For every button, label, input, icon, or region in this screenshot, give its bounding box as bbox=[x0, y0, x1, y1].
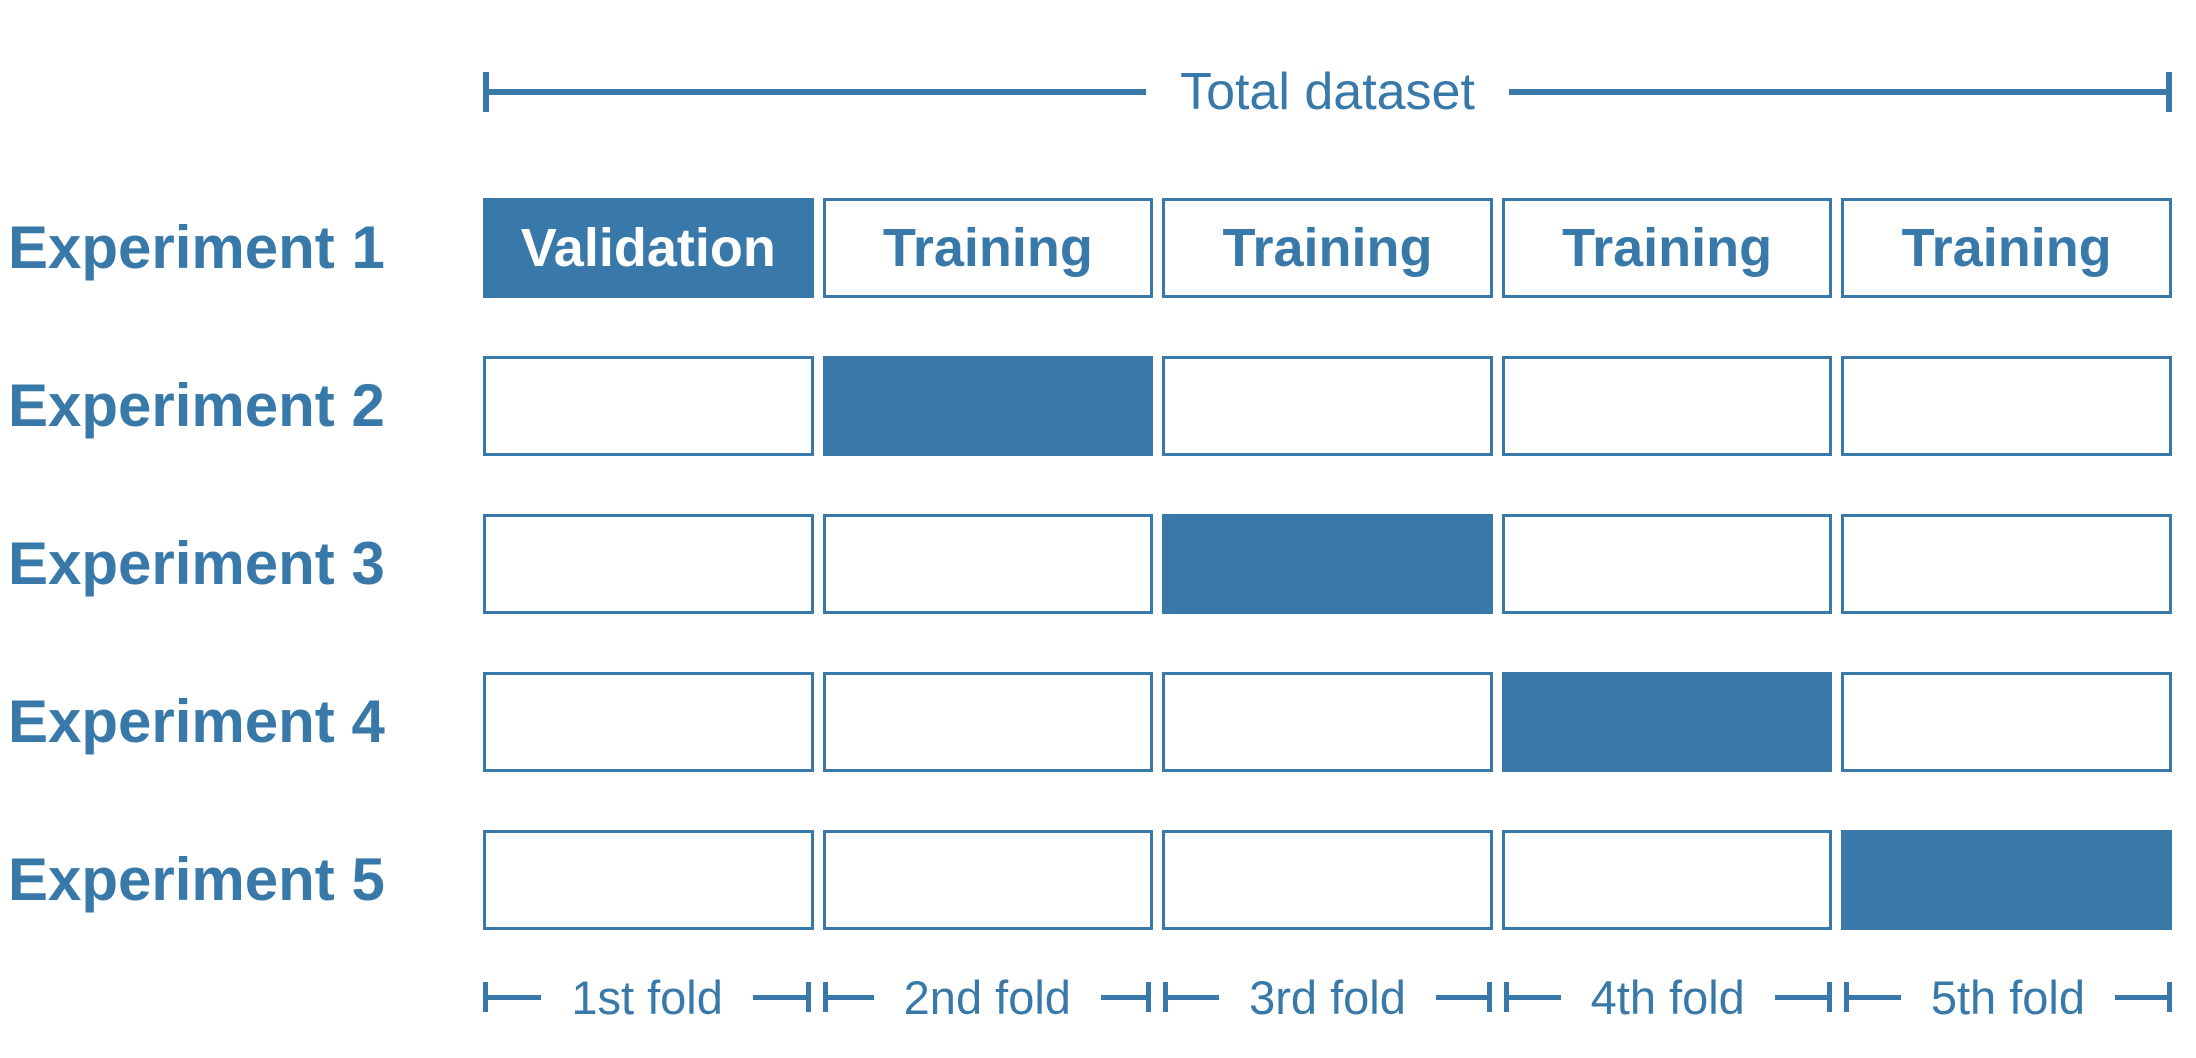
fold-cells bbox=[483, 672, 2172, 772]
fold-right-line bbox=[1774, 994, 1827, 1000]
validation-cell bbox=[822, 356, 1154, 456]
fold-brackets: 1st fold 2nd fold 3rd fold 4th fold 5th fold bbox=[483, 969, 2173, 1025]
training-cell bbox=[1501, 514, 1833, 614]
fold-cells: Validation Training Training Training Traini… bbox=[483, 198, 2172, 298]
fold-label: 5th fold bbox=[1930, 970, 2086, 1024]
fold-cells bbox=[483, 830, 2172, 930]
training-cell bbox=[1841, 514, 2172, 614]
training-cell bbox=[1501, 830, 1833, 930]
fold-left-line bbox=[828, 994, 874, 1000]
fold-left-line bbox=[1508, 994, 1561, 1000]
fold-label: 1st fold bbox=[571, 970, 723, 1024]
training-cell bbox=[822, 514, 1154, 614]
experiment-label: Experiment 3 bbox=[8, 530, 385, 597]
experiment-label: Experiment 4 bbox=[8, 688, 385, 755]
fold-bracket: 3rd fold bbox=[1163, 969, 1492, 1025]
training-cell: Training bbox=[1841, 198, 2172, 298]
experiment-row: Experiment 5 bbox=[0, 830, 2196, 930]
total-dataset-label: Total dataset bbox=[1180, 63, 1475, 121]
bracket-right-line bbox=[1508, 89, 2166, 95]
training-cell bbox=[1501, 356, 1833, 456]
experiment-rows: Experiment 1 Validation Training Training Tr… bbox=[0, 198, 2196, 988]
bracket-left-line bbox=[489, 89, 1147, 95]
training-cell bbox=[1841, 672, 2172, 772]
experiment-label: Experiment 5 bbox=[8, 846, 385, 913]
validation-cell bbox=[1162, 514, 1493, 614]
experiment-label: Experiment 1 bbox=[8, 214, 385, 281]
training-cell bbox=[1162, 672, 1493, 772]
training-cell bbox=[483, 356, 814, 456]
fold-cells bbox=[483, 514, 2172, 614]
fold-left-line bbox=[488, 994, 542, 1000]
training-cell: Training bbox=[822, 198, 1154, 298]
fold-left-cap-icon bbox=[483, 982, 488, 1012]
training-cell bbox=[483, 514, 814, 614]
validation-cell: Validation bbox=[483, 198, 814, 298]
training-cell bbox=[822, 830, 1154, 930]
fold-right-line bbox=[1100, 994, 1147, 1000]
fold-right-cap-icon bbox=[1146, 982, 1152, 1012]
training-cell bbox=[483, 830, 814, 930]
bracket-right-cap-icon bbox=[2166, 72, 2172, 112]
fold-bracket: 5th fold bbox=[1843, 969, 2173, 1025]
training-cell bbox=[822, 672, 1154, 772]
training-cell: Training bbox=[1501, 198, 1833, 298]
training-cell: Training bbox=[1162, 198, 1493, 298]
fold-label: 4th fold bbox=[1590, 970, 1745, 1024]
fold-right-line bbox=[752, 994, 807, 1000]
fold-right-cap-icon bbox=[1826, 982, 1832, 1012]
experiment-row: Experiment 4 bbox=[0, 672, 2196, 772]
experiment-row: Experiment 3 bbox=[0, 514, 2196, 614]
fold-bracket: 1st fold bbox=[483, 969, 812, 1025]
experiment-row: Experiment 1 Validation Training Training Tr… bbox=[0, 198, 2196, 298]
fold-bracket: 4th fold bbox=[1503, 969, 1832, 1025]
fold-left-cap-icon bbox=[1503, 982, 1509, 1012]
fold-label: 3rd fold bbox=[1249, 970, 1406, 1024]
bracket-left-cap-icon bbox=[483, 72, 489, 112]
training-cell bbox=[1162, 830, 1493, 930]
fold-right-cap-icon bbox=[806, 982, 812, 1012]
fold-right-line bbox=[2115, 994, 2168, 1000]
experiment-label: Experiment 2 bbox=[8, 372, 385, 439]
fold-right-line bbox=[1435, 994, 1487, 1000]
training-cell bbox=[1162, 356, 1493, 456]
fold-cells bbox=[483, 356, 2172, 456]
validation-cell bbox=[1501, 672, 1833, 772]
training-cell bbox=[483, 672, 814, 772]
fold-bracket: 2nd fold bbox=[823, 969, 1152, 1025]
total-dataset-bracket: Total dataset bbox=[483, 64, 2172, 120]
fold-left-cap-icon bbox=[823, 982, 829, 1012]
validation-cell bbox=[1841, 830, 2172, 930]
training-cell bbox=[1841, 356, 2172, 456]
fold-right-cap-icon bbox=[2167, 982, 2173, 1012]
experiment-row: Experiment 2 bbox=[0, 356, 2196, 456]
fold-label: 2nd fold bbox=[903, 970, 1071, 1024]
fold-left-cap-icon bbox=[1843, 982, 1849, 1012]
fold-left-line bbox=[1168, 994, 1220, 1000]
fold-right-cap-icon bbox=[1486, 982, 1492, 1012]
fold-left-cap-icon bbox=[1163, 982, 1169, 1012]
fold-left-line bbox=[1848, 994, 1901, 1000]
